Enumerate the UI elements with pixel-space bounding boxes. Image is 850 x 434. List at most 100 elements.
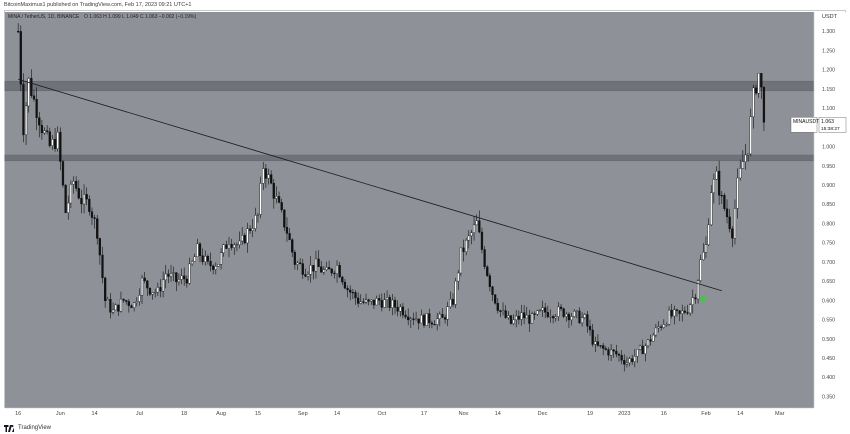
candle-body — [393, 299, 397, 308]
candle-body — [43, 130, 46, 134]
bar-countdown: 15:38:27 — [821, 126, 840, 132]
time-tick-label: Aug — [216, 411, 226, 417]
candle-body — [364, 299, 368, 303]
candle-body — [193, 256, 196, 262]
candle-body — [446, 306, 449, 320]
candle-body — [559, 306, 563, 309]
price-tick-label: 0.500 — [822, 337, 835, 343]
price-tick-label: 0.800 — [822, 221, 835, 227]
candle-body — [343, 281, 347, 289]
candle-body — [167, 273, 170, 277]
horizontal-zone-0 — [4, 80, 815, 92]
price-tick-label: 0.850 — [822, 202, 835, 208]
candle-body — [98, 238, 101, 256]
candle-body — [523, 312, 526, 319]
plot-background — [5, 12, 814, 408]
candle-body — [272, 183, 275, 199]
candle-body — [299, 262, 302, 264]
candle-body — [662, 324, 665, 328]
publish-header: BitcoinMaximus1 published on TradingView… — [4, 0, 191, 10]
candle-body — [254, 215, 257, 229]
candle-body — [385, 297, 389, 300]
candle-body — [201, 255, 204, 262]
price-tick-label: 0.600 — [822, 298, 835, 304]
candle-body — [710, 192, 713, 226]
price-tick-label: 0.550 — [822, 318, 835, 324]
candle-body — [270, 174, 273, 184]
candle-body — [420, 314, 423, 324]
time-tick-label: 14 — [737, 411, 743, 417]
candle-body — [391, 299, 394, 308]
candle-body — [628, 358, 631, 364]
candle-body — [725, 208, 729, 218]
candle-body — [248, 228, 252, 231]
candle-body — [712, 179, 715, 193]
candle-body — [638, 345, 642, 350]
price-tick-label: 1.300 — [822, 29, 835, 35]
price-tick-label: 1.200 — [822, 68, 835, 74]
candle-body — [359, 301, 362, 304]
time-tick-label: 2023 — [618, 411, 630, 417]
candle-body — [59, 131, 62, 162]
price-tick-label: 0.400 — [822, 375, 835, 381]
candle-body — [225, 244, 228, 249]
candle-body — [154, 291, 157, 294]
candle-body — [367, 299, 370, 302]
candle-body — [27, 77, 30, 107]
candle-body — [512, 319, 515, 324]
candle-body — [657, 326, 660, 329]
candle-body — [349, 289, 352, 293]
candle-body — [24, 105, 28, 136]
candle-body — [422, 314, 426, 326]
candle-body — [275, 196, 278, 199]
candle-body — [259, 183, 262, 215]
candle-body — [646, 339, 650, 347]
candle-body — [762, 86, 766, 123]
time-axis-background — [4, 408, 846, 418]
candle-body — [383, 299, 386, 308]
candle-body — [451, 299, 455, 305]
candle-body — [414, 318, 418, 321]
candle-body — [346, 287, 349, 291]
candle-body — [620, 355, 623, 361]
candle-body — [673, 309, 676, 317]
candle-body — [467, 235, 470, 241]
ohlc-legend: O 1.063 H 1.099 L 1.049 C 1.063 −0.002 (… — [84, 14, 196, 20]
candle-body — [285, 227, 289, 234]
candle-body — [56, 131, 59, 149]
candle-body — [428, 313, 431, 324]
time-tick-label: 14 — [495, 411, 501, 417]
candle-body — [388, 297, 391, 308]
candle-body — [309, 265, 312, 275]
candle-body — [417, 318, 420, 324]
price-tick-label: 1.100 — [822, 106, 835, 112]
candle-body — [177, 279, 181, 283]
candle-body — [528, 314, 531, 324]
candle-body — [328, 267, 331, 270]
candle-body — [718, 170, 721, 196]
candle-body — [557, 306, 560, 317]
tradingview-logo-icon — [4, 424, 14, 432]
candle-body — [615, 350, 618, 355]
candle-body — [538, 309, 542, 312]
candle-body — [633, 356, 636, 362]
candle-body — [441, 313, 444, 318]
candle-body — [399, 306, 402, 312]
candle-body — [135, 301, 138, 303]
candle-body — [291, 239, 294, 253]
candle-body — [277, 196, 281, 203]
candle-body — [409, 318, 412, 321]
candle-body — [665, 324, 668, 326]
price-tick-label: 1.250 — [822, 48, 835, 54]
candle-body — [573, 310, 576, 317]
candle-body — [238, 240, 241, 245]
candle-body — [744, 154, 747, 162]
candle-body — [754, 87, 758, 94]
candle-body — [480, 231, 484, 250]
candle-body — [96, 218, 99, 239]
candle-body — [670, 309, 673, 317]
candle-body — [612, 349, 615, 352]
candle-body — [494, 294, 497, 304]
candle-body — [143, 277, 146, 282]
